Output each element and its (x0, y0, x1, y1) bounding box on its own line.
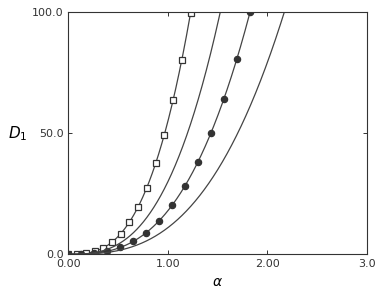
X-axis label: $\alpha$: $\alpha$ (212, 275, 223, 289)
Y-axis label: $D_1$: $D_1$ (8, 124, 28, 143)
